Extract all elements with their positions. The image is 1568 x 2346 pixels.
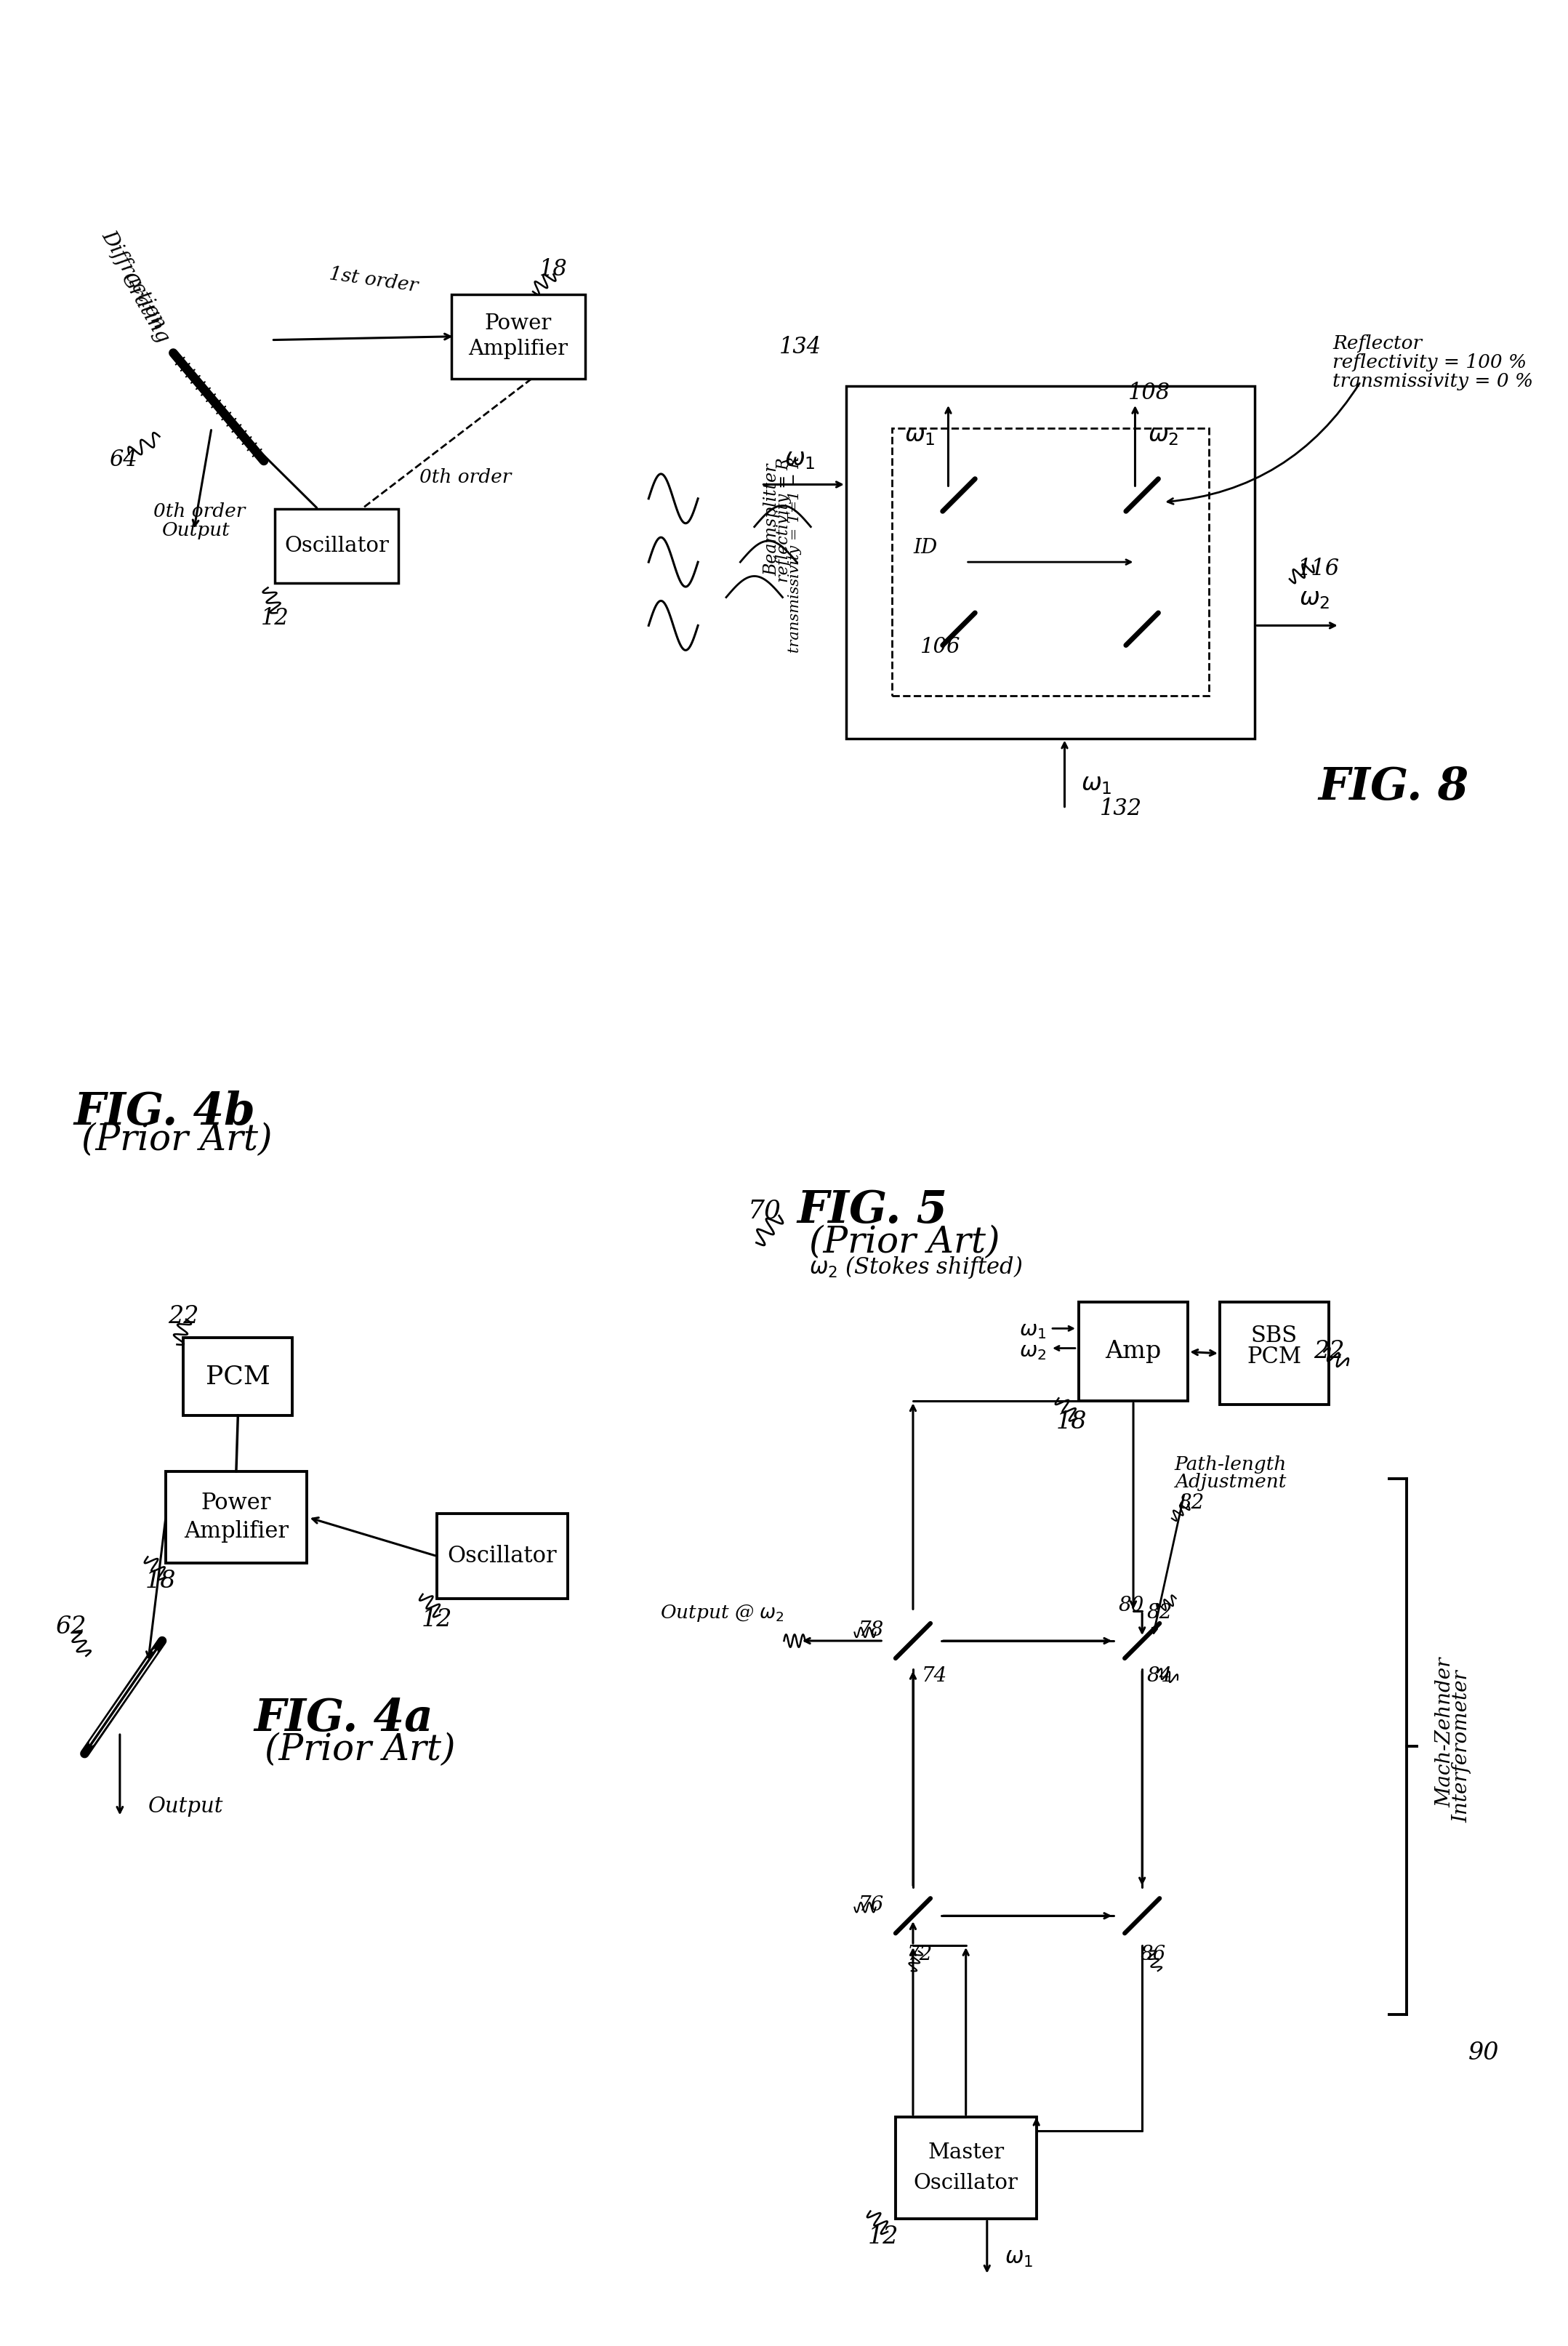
Text: $\omega_1$: $\omega_1$ (784, 448, 815, 472)
Text: 106: 106 (920, 636, 961, 657)
FancyBboxPatch shape (183, 1337, 293, 1415)
Text: transmissivity = T=1 − R: transmissivity = T=1 − R (787, 457, 801, 652)
FancyBboxPatch shape (895, 2116, 1036, 2219)
Text: Reflector: Reflector (1333, 335, 1422, 352)
Text: Interferometer: Interferometer (1452, 1670, 1471, 1823)
FancyBboxPatch shape (274, 509, 398, 584)
Text: 64: 64 (110, 448, 138, 472)
Text: Output: Output (162, 521, 230, 540)
Text: reflectivity = R: reflectivity = R (776, 457, 792, 582)
Text: 18: 18 (539, 258, 568, 282)
Text: transmissivity = 0 %: transmissivity = 0 % (1333, 373, 1534, 392)
Text: (Prior Art): (Prior Art) (809, 1225, 1000, 1260)
Text: 72: 72 (908, 1945, 933, 1964)
FancyBboxPatch shape (452, 293, 585, 378)
Text: Adjustment: Adjustment (1174, 1473, 1286, 1492)
Text: SBS: SBS (1251, 1325, 1298, 1347)
Text: Power: Power (201, 1492, 271, 1516)
Text: Oscillator: Oscillator (284, 535, 389, 556)
FancyBboxPatch shape (437, 1513, 568, 1598)
Text: 0th order: 0th order (154, 502, 246, 521)
Text: Amplifier: Amplifier (183, 1520, 289, 1544)
Text: $\omega_1$: $\omega_1$ (1005, 2247, 1033, 2269)
Text: (Prior Art): (Prior Art) (82, 1121, 271, 1159)
Text: 12: 12 (869, 2224, 898, 2247)
Text: 82: 82 (1179, 1494, 1204, 1513)
Text: 86: 86 (1140, 1945, 1165, 1964)
Text: FIG. 8: FIG. 8 (1319, 765, 1469, 809)
Text: 12: 12 (422, 1607, 453, 1630)
Text: 134: 134 (779, 335, 822, 359)
Text: Beamsplitter: Beamsplitter (764, 465, 781, 575)
Text: $\omega_1$: $\omega_1$ (1080, 772, 1112, 795)
Text: Grating: Grating (116, 270, 172, 347)
Text: Master: Master (928, 2142, 1004, 2163)
Text: ID: ID (914, 537, 938, 558)
Text: $\omega_1$: $\omega_1$ (1019, 1321, 1046, 1342)
FancyBboxPatch shape (166, 1471, 307, 1562)
Text: 108: 108 (1127, 382, 1170, 404)
FancyBboxPatch shape (1079, 1302, 1189, 1401)
Text: FIG. 4a: FIG. 4a (254, 1696, 433, 1741)
Text: 62: 62 (55, 1614, 86, 1638)
Text: Output @ $\omega_2$: Output @ $\omega_2$ (660, 1602, 784, 1623)
Text: Oscillator: Oscillator (914, 2172, 1018, 2194)
Text: Diffraction: Diffraction (97, 228, 169, 333)
Text: $\omega_2$ (Stokes shifted): $\omega_2$ (Stokes shifted) (809, 1255, 1022, 1281)
Text: 76: 76 (858, 1896, 883, 1914)
Text: Power: Power (485, 314, 552, 333)
Text: PCM: PCM (1247, 1347, 1301, 1368)
Text: Amp: Amp (1105, 1340, 1162, 1363)
Text: 70: 70 (748, 1199, 781, 1222)
Text: FIG. 4b: FIG. 4b (74, 1091, 256, 1133)
Text: Output: Output (147, 1797, 223, 1816)
Text: reflectivity = 100 %: reflectivity = 100 % (1333, 354, 1527, 371)
Text: $\omega_1$: $\omega_1$ (905, 425, 936, 446)
Text: 78: 78 (858, 1621, 883, 1640)
FancyBboxPatch shape (1220, 1302, 1330, 1405)
Text: $\omega_2$: $\omega_2$ (1148, 425, 1179, 446)
Text: 18: 18 (146, 1569, 176, 1593)
Text: 74: 74 (922, 1666, 947, 1687)
Text: $\omega_2$: $\omega_2$ (1300, 586, 1330, 610)
Text: Path-length: Path-length (1174, 1455, 1286, 1473)
FancyBboxPatch shape (847, 385, 1254, 739)
Text: 80: 80 (1118, 1595, 1145, 1616)
Text: $\omega_2$: $\omega_2$ (1019, 1342, 1046, 1363)
Text: PCM: PCM (205, 1363, 270, 1389)
Text: Oscillator: Oscillator (447, 1546, 557, 1567)
Text: 132: 132 (1099, 798, 1142, 821)
Text: Amplifier: Amplifier (469, 338, 568, 359)
Text: 22: 22 (168, 1304, 199, 1328)
Text: Mach-Zehnder: Mach-Zehnder (1435, 1659, 1455, 1806)
Text: 90: 90 (1469, 2041, 1499, 2064)
Text: FIG. 5: FIG. 5 (797, 1189, 947, 1232)
Text: (Prior Art): (Prior Art) (265, 1731, 455, 1769)
Text: 1st order: 1st order (328, 265, 419, 296)
Text: 18: 18 (1057, 1410, 1087, 1433)
Text: 22: 22 (1314, 1340, 1344, 1363)
Text: 84: 84 (1146, 1666, 1173, 1687)
Text: 0th order: 0th order (419, 469, 511, 486)
Text: 12: 12 (260, 608, 289, 629)
Text: 116: 116 (1297, 558, 1339, 579)
Text: 82: 82 (1146, 1602, 1173, 1623)
